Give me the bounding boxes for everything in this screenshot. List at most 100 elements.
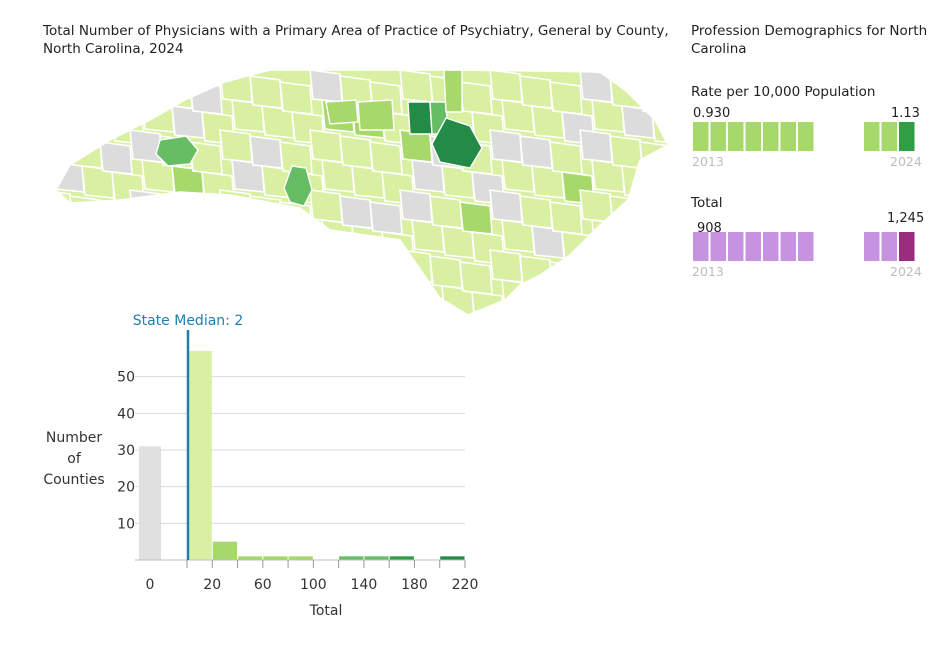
total-year-bar[interactable] (728, 232, 744, 261)
histogram-bar[interactable] (389, 556, 414, 560)
county-region-highlighted[interactable] (325, 99, 359, 125)
bar-zero[interactable] (139, 446, 161, 560)
rate-year-bar[interactable] (798, 122, 814, 151)
county-region[interactable] (189, 81, 223, 115)
histogram-bar[interactable] (440, 556, 465, 560)
county-region[interactable] (249, 75, 283, 109)
nc-county-map[interactable] (0, 0, 680, 320)
total-year-bar[interactable] (763, 232, 779, 261)
county-region[interactable] (339, 255, 373, 289)
county-region[interactable] (40, 70, 73, 103)
county-region[interactable] (189, 261, 223, 295)
county-region[interactable] (141, 219, 175, 253)
county-region[interactable] (159, 255, 193, 289)
rate-year-bar[interactable] (864, 122, 880, 151)
county-region[interactable] (429, 195, 463, 229)
county-region[interactable] (489, 70, 523, 103)
county-region[interactable] (369, 201, 403, 235)
county-region[interactable] (40, 189, 73, 223)
county-region-highlighted[interactable] (407, 101, 433, 135)
county-region[interactable] (189, 201, 223, 235)
county-region[interactable] (309, 249, 343, 283)
county-region[interactable] (309, 70, 343, 103)
rate-year-bar[interactable] (710, 122, 727, 151)
county-region[interactable] (261, 225, 295, 259)
county-region[interactable] (129, 70, 163, 103)
county-region[interactable] (549, 261, 583, 295)
county-region[interactable] (399, 249, 433, 283)
histogram-bar[interactable] (339, 556, 364, 560)
county-region[interactable] (579, 70, 613, 103)
county-region[interactable] (249, 195, 283, 229)
county-region[interactable] (249, 255, 283, 289)
county-region-highlighted[interactable] (357, 99, 395, 131)
county-region[interactable] (81, 225, 115, 259)
county-region[interactable] (609, 255, 643, 289)
county-region[interactable] (399, 129, 433, 163)
rate-year-bar[interactable] (693, 122, 709, 151)
county-region[interactable] (591, 279, 625, 313)
histogram-bar[interactable] (263, 556, 288, 560)
county-region[interactable] (201, 171, 235, 205)
county-region[interactable] (231, 219, 265, 253)
county-region[interactable] (69, 135, 103, 169)
county-region[interactable] (621, 165, 655, 199)
rate-year-bar[interactable] (728, 122, 744, 151)
county-region[interactable] (159, 195, 193, 229)
rate-year-bar[interactable] (763, 122, 779, 151)
county-region[interactable] (399, 70, 433, 103)
total-year-bar[interactable] (745, 232, 762, 261)
county-region[interactable] (519, 195, 553, 229)
rate-sparkline[interactable] (690, 118, 920, 154)
county-region[interactable] (309, 189, 343, 223)
county-region[interactable] (279, 261, 313, 295)
county-region[interactable] (399, 189, 433, 223)
county-region[interactable] (579, 129, 613, 163)
county-region[interactable] (579, 249, 613, 283)
county-region[interactable] (279, 81, 313, 115)
county-region[interactable] (99, 81, 133, 115)
county-region[interactable] (369, 261, 403, 295)
county-region[interactable] (111, 231, 145, 265)
county-region[interactable] (369, 141, 403, 175)
county-region[interactable] (549, 141, 583, 175)
county-region[interactable] (40, 249, 73, 283)
total-year-bar[interactable] (881, 232, 898, 261)
county-region[interactable] (219, 70, 253, 103)
county-region[interactable] (651, 231, 680, 265)
rate-year-bar[interactable] (881, 122, 898, 151)
county-region[interactable] (40, 129, 73, 163)
county-region[interactable] (339, 135, 373, 169)
county-region[interactable] (651, 291, 680, 320)
county-region[interactable] (549, 201, 583, 235)
county-region[interactable] (621, 285, 655, 318)
county-region[interactable] (621, 225, 655, 259)
county-region-highlighted[interactable] (443, 70, 463, 113)
county-region[interactable] (99, 201, 133, 235)
county-region[interactable] (201, 231, 235, 265)
county-region[interactable] (52, 99, 85, 133)
county-region[interactable] (651, 171, 680, 205)
county-region-highlighted[interactable] (283, 165, 313, 207)
county-region[interactable] (52, 219, 85, 253)
total-year-bar[interactable] (798, 232, 814, 261)
county-region[interactable] (561, 291, 595, 320)
county-region[interactable] (549, 81, 583, 115)
county-region[interactable] (291, 231, 325, 265)
county-region[interactable] (639, 261, 672, 295)
rate-year-bar[interactable] (745, 122, 762, 151)
county-region[interactable] (99, 261, 133, 295)
county-region[interactable] (69, 75, 103, 109)
county-region[interactable] (489, 189, 523, 223)
county-region-highlighted[interactable] (431, 117, 483, 169)
county-region[interactable] (531, 285, 565, 318)
total-year-bar-latest[interactable] (899, 232, 915, 261)
county-region[interactable] (621, 105, 655, 139)
total-year-bar[interactable] (693, 232, 709, 261)
rate-year-bar[interactable] (780, 122, 797, 151)
county-region[interactable] (651, 111, 680, 145)
county-region[interactable] (339, 195, 373, 229)
county-region[interactable] (489, 129, 523, 163)
county-region[interactable] (159, 75, 193, 109)
county-region[interactable] (609, 135, 643, 169)
